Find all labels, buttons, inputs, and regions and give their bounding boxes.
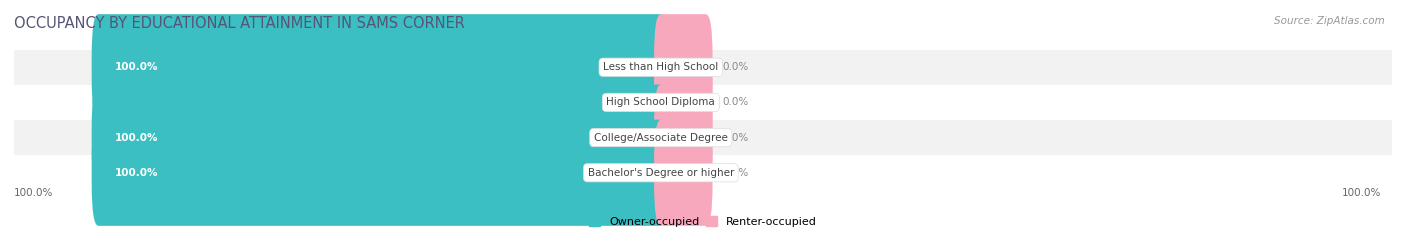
- Text: OCCUPANCY BY EDUCATIONAL ATTAINMENT IN SAMS CORNER: OCCUPANCY BY EDUCATIONAL ATTAINMENT IN S…: [14, 16, 465, 31]
- Text: Less than High School: Less than High School: [603, 62, 718, 72]
- FancyBboxPatch shape: [654, 14, 713, 120]
- Text: 0.0%: 0.0%: [617, 97, 644, 107]
- FancyBboxPatch shape: [91, 14, 668, 120]
- Text: 0.0%: 0.0%: [723, 133, 749, 143]
- FancyBboxPatch shape: [654, 120, 713, 226]
- Text: College/Associate Degree: College/Associate Degree: [593, 133, 728, 143]
- FancyBboxPatch shape: [654, 49, 713, 155]
- Text: 0.0%: 0.0%: [723, 168, 749, 178]
- Text: 0.0%: 0.0%: [723, 97, 749, 107]
- FancyBboxPatch shape: [91, 85, 668, 191]
- Text: 100.0%: 100.0%: [115, 168, 159, 178]
- Bar: [14, 50, 1392, 85]
- Text: 100.0%: 100.0%: [115, 133, 159, 143]
- Text: High School Diploma: High School Diploma: [606, 97, 716, 107]
- Legend: Owner-occupied, Renter-occupied: Owner-occupied, Renter-occupied: [589, 216, 817, 227]
- Text: 100.0%: 100.0%: [115, 62, 159, 72]
- Text: 100.0%: 100.0%: [14, 188, 53, 198]
- Text: 100.0%: 100.0%: [1341, 188, 1381, 198]
- Text: Source: ZipAtlas.com: Source: ZipAtlas.com: [1274, 16, 1385, 26]
- Bar: [14, 120, 1392, 155]
- Text: 0.0%: 0.0%: [723, 62, 749, 72]
- FancyBboxPatch shape: [91, 120, 668, 226]
- Bar: [14, 155, 1392, 190]
- Text: Bachelor's Degree or higher: Bachelor's Degree or higher: [588, 168, 734, 178]
- FancyBboxPatch shape: [654, 85, 713, 191]
- Bar: [14, 85, 1392, 120]
